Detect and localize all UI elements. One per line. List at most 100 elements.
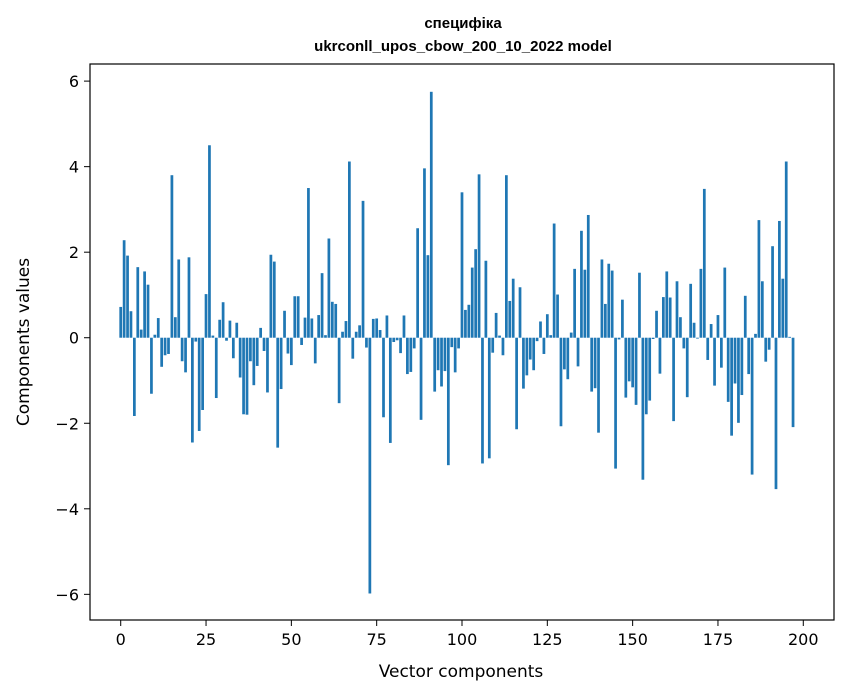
bar <box>556 294 559 338</box>
bar <box>791 337 795 428</box>
bar <box>784 161 788 338</box>
bar <box>289 337 293 366</box>
bar <box>327 238 331 338</box>
bar <box>126 255 129 338</box>
bar <box>440 337 443 387</box>
bar <box>133 337 136 416</box>
bar <box>590 337 594 392</box>
bar <box>450 337 454 348</box>
bar <box>634 337 638 405</box>
bar <box>487 337 491 459</box>
bar <box>781 278 785 338</box>
bar <box>385 315 389 338</box>
y-tick-label: −6 <box>55 585 79 604</box>
bar <box>644 337 648 415</box>
y-tick-label: 0 <box>69 329 79 348</box>
bar <box>617 337 621 340</box>
bar <box>658 337 662 374</box>
x-tick-label: 200 <box>788 630 819 649</box>
x-tick-label: 50 <box>281 630 301 649</box>
bar <box>337 337 341 404</box>
bar <box>153 334 157 338</box>
bar <box>382 337 385 418</box>
bar <box>641 337 645 480</box>
bar <box>696 337 699 339</box>
bar <box>225 337 228 341</box>
bar <box>624 337 628 398</box>
bar <box>542 337 546 354</box>
bar <box>621 299 624 338</box>
bar <box>197 337 201 431</box>
bar <box>412 337 416 349</box>
bar <box>778 220 781 338</box>
bar <box>740 337 744 396</box>
bar <box>231 337 235 359</box>
bar <box>545 314 549 338</box>
bar <box>348 161 351 338</box>
bar <box>723 267 727 338</box>
bar <box>607 263 611 338</box>
bar <box>402 315 406 338</box>
bar <box>307 188 310 338</box>
bar <box>419 337 423 420</box>
bar <box>371 318 375 338</box>
bar <box>184 337 187 373</box>
bar <box>150 337 153 394</box>
bar <box>460 192 464 338</box>
bar <box>566 337 570 380</box>
bar <box>266 337 269 393</box>
bar <box>365 337 368 348</box>
bar <box>491 337 495 353</box>
bar <box>194 337 198 342</box>
bar <box>522 337 525 389</box>
bar <box>368 337 372 594</box>
bar <box>122 240 126 338</box>
bar <box>511 278 515 338</box>
plot-area-frame <box>89 63 835 621</box>
bar <box>313 337 317 364</box>
chart-title-line1: специфіка <box>424 15 502 32</box>
bar <box>129 311 133 338</box>
bar <box>709 324 713 338</box>
bar <box>505 175 508 338</box>
bar <box>139 329 143 338</box>
bar <box>429 91 433 338</box>
bar <box>119 306 123 338</box>
bar <box>433 337 437 392</box>
bar <box>300 337 303 345</box>
bar <box>334 303 338 338</box>
bar <box>255 337 259 366</box>
bar <box>378 330 382 338</box>
bar <box>317 315 321 338</box>
bar <box>788 336 791 338</box>
bar <box>330 301 334 338</box>
bar <box>341 331 344 338</box>
bar <box>191 337 194 443</box>
bar <box>303 317 307 338</box>
bar <box>453 337 457 373</box>
bar <box>208 145 211 338</box>
bar <box>446 337 450 466</box>
bar <box>651 337 655 339</box>
bar <box>481 337 484 464</box>
bar <box>177 259 181 338</box>
y-tick-label: 6 <box>69 72 79 91</box>
bar <box>706 337 710 360</box>
x-tick-label: 25 <box>196 630 216 649</box>
bar <box>713 337 716 386</box>
bar <box>170 175 174 338</box>
bar <box>457 337 460 349</box>
bar <box>508 300 512 338</box>
bar <box>395 337 399 341</box>
x-axis-ticks: 0 25 50 75 100 125 150 175 200 <box>116 620 819 649</box>
bar <box>272 261 276 338</box>
y-tick-label: 2 <box>69 243 79 262</box>
bar <box>245 337 249 415</box>
bar <box>228 320 232 338</box>
bar <box>593 337 597 389</box>
bar <box>638 272 641 338</box>
bar <box>730 337 733 436</box>
bar <box>774 337 778 490</box>
bar <box>559 337 563 427</box>
bar <box>276 337 280 448</box>
